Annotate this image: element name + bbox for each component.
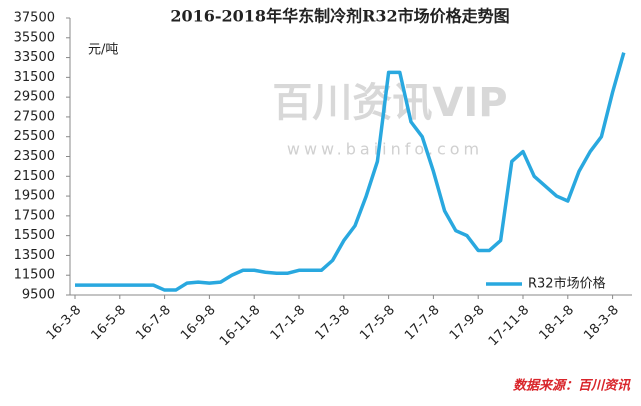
x-tick-label: 17-7-8 (402, 303, 443, 344)
y-tick-label: 9500 (22, 288, 55, 303)
y-tick-label: 19500 (14, 189, 55, 204)
y-tick-label: 21500 (14, 169, 55, 184)
data-line (75, 52, 626, 292)
y-unit: 元/吨 (88, 43, 118, 58)
watermark: www.baiinfo.com (287, 140, 483, 159)
chart-title: 2016-2018年华东制冷剂R32市场价格走势图 (170, 7, 509, 26)
y-tick-label: 17500 (14, 208, 55, 223)
y-tick-label: 37500 (14, 11, 55, 26)
y-tick-label: 15500 (14, 228, 55, 243)
x-tick-label: 17-1-8 (268, 303, 309, 344)
y-tick-label: 11500 (14, 268, 55, 283)
x-tick-label: 16-3-8 (44, 303, 85, 344)
x-tick-label: 16-7-8 (133, 303, 174, 344)
x-tick-label: 17-3-8 (312, 303, 353, 344)
y-tick-label: 31500 (14, 70, 55, 85)
legend-box (480, 274, 630, 294)
y-tick-label: 23500 (14, 149, 55, 164)
watermark: 百川资讯VIP (272, 80, 507, 126)
x-tick-label: 16-9-8 (178, 303, 219, 344)
source-note: 数据来源：百川资讯 (513, 378, 631, 394)
x-tick-label: 17-9-8 (447, 303, 488, 344)
x-tick-label: 16-5-8 (88, 303, 129, 344)
x-tick-label: 18-1-8 (536, 303, 577, 344)
y-tick-label: 25500 (14, 129, 55, 144)
y-tick-label: 29500 (14, 90, 55, 105)
x-tick-label: 17-5-8 (357, 303, 398, 344)
x-tick-label: 18-3-8 (581, 303, 622, 344)
legend-label: R32市场价格 (528, 276, 606, 292)
y-tick-label: 27500 (14, 109, 55, 124)
y-tick-label: 33500 (14, 50, 55, 65)
y-tick-label: 35500 (14, 30, 55, 45)
x-tick-label: 17-11-8 (486, 303, 532, 349)
x-tick-label: 16-11-8 (217, 303, 263, 349)
y-tick-label: 13500 (14, 248, 55, 263)
